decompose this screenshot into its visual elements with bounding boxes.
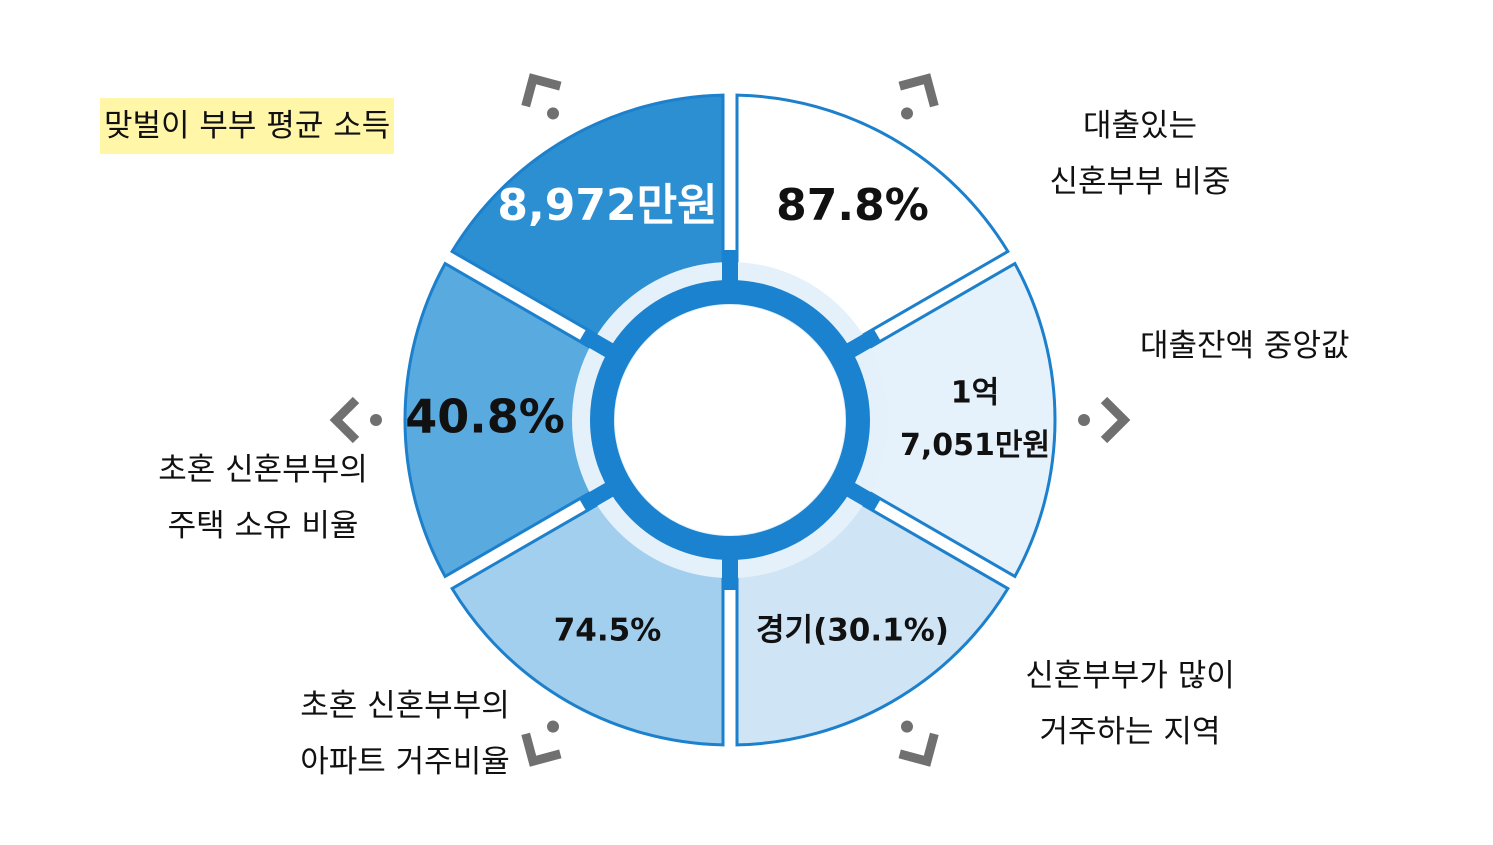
label-loan-share-line-1: 대출있는	[1082, 108, 1198, 144]
arrow-icon	[521, 720, 562, 767]
value-region: 경기(30.1%)	[756, 613, 949, 649]
label-apartment: 초혼 신혼부부의 아파트 거주비율	[270, 678, 540, 790]
label-loan-share-line-2: 신혼부부 비중	[1049, 164, 1231, 200]
value-home-ownership: 40.8%	[405, 390, 565, 444]
label-home-ownership-line-1: 초혼 신혼부부의	[158, 452, 368, 488]
arrow-icon	[329, 396, 382, 444]
label-home-ownership: 초혼 신혼부부의 주택 소유 비율	[128, 442, 398, 554]
value-loan-share: 87.8%	[776, 180, 929, 231]
label-loan-median-line-1: 대출잔액 중앙값	[1140, 328, 1350, 364]
chevron-icon	[521, 73, 562, 108]
value-dual-income: 8,972만원	[497, 180, 717, 231]
label-dual-income-line-1: 맞벌이 부부 평균 소득	[100, 98, 395, 154]
hub-center	[615, 305, 845, 535]
arrow-dot	[547, 107, 559, 120]
chevron-icon	[329, 396, 360, 444]
arrow-dot	[547, 720, 559, 733]
arrow-dot	[1078, 414, 1090, 426]
arrow-icon	[898, 73, 939, 120]
value-loan-median-line-2: 7,051만원	[900, 428, 1050, 463]
chevron-icon	[898, 73, 939, 108]
arrow-dot	[370, 414, 382, 426]
hub-ring	[590, 280, 870, 560]
chevron-icon	[898, 732, 939, 767]
chevron-icon	[1100, 396, 1131, 444]
label-dual-income: 맞벌이 부부 평균 소득	[100, 98, 395, 154]
chevron-icon	[521, 732, 562, 767]
label-region-line-2: 거주하는 지역	[1039, 714, 1221, 750]
label-apartment-line-1: 초혼 신혼부부의	[300, 688, 510, 724]
arrow-dot	[901, 107, 913, 120]
value-apartment: 74.5%	[554, 613, 662, 649]
label-region-line-1: 신혼부부가 많이	[1025, 658, 1235, 694]
label-region: 신혼부부가 많이 거주하는 지역	[1000, 648, 1260, 760]
label-loan-median: 대출잔액 중앙값	[1140, 318, 1350, 374]
arrow-icon	[521, 73, 562, 120]
arrow-icon	[1078, 396, 1131, 444]
label-home-ownership-line-2: 주택 소유 비율	[167, 508, 359, 544]
label-apartment-line-2: 아파트 거주비율	[300, 744, 510, 780]
arrow-dot	[901, 720, 913, 733]
arrow-icon	[898, 720, 939, 767]
value-loan-median-line-1: 1억	[951, 375, 999, 410]
label-loan-share: 대출있는 신혼부부 비중	[1030, 98, 1250, 210]
